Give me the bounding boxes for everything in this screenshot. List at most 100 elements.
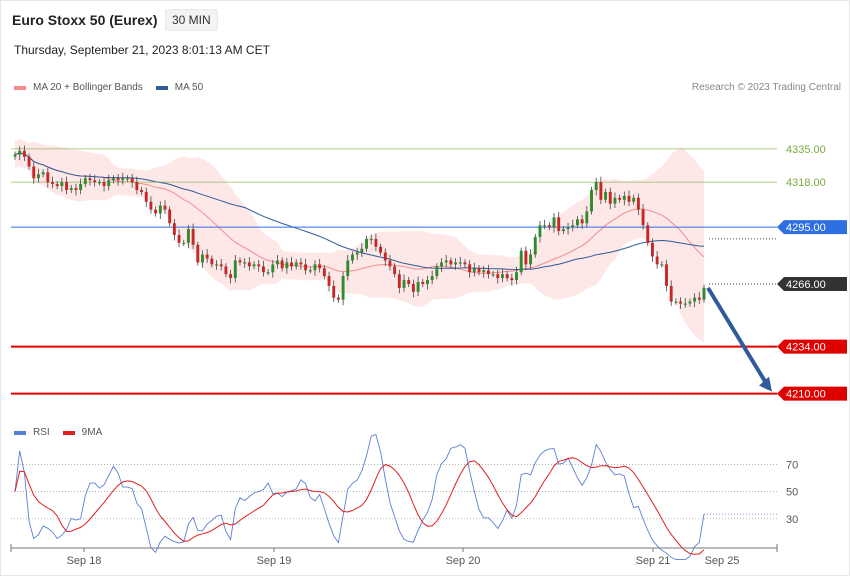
- candle-body: [501, 274, 504, 279]
- candle-body: [641, 209, 645, 226]
- candle-body: [168, 209, 172, 224]
- candle-body: [636, 197, 640, 210]
- candle-body: [22, 150, 26, 157]
- rsi-tick-30: 30: [786, 514, 798, 526]
- legend-label-ma50: MA 50: [174, 82, 204, 93]
- timeframe-badge[interactable]: 30 MIN: [165, 9, 218, 31]
- candle-body: [304, 264, 308, 271]
- candle-body: [594, 182, 598, 190]
- candle-body: [69, 188, 73, 190]
- candle-body: [126, 178, 129, 180]
- candle-body: [360, 248, 364, 253]
- candle-body: [327, 276, 331, 286]
- legend-swatch-ma20: [14, 85, 26, 90]
- candle-body: [36, 174, 40, 179]
- candle-body: [482, 270, 486, 273]
- candle-body: [505, 274, 509, 279]
- candle-body: [341, 276, 345, 300]
- candle-body: [97, 182, 101, 184]
- rsi-tick-70: 70: [786, 459, 798, 471]
- candle-body: [154, 209, 158, 214]
- candle-body: [65, 182, 69, 190]
- level-4266-00-tag: 4266.00: [777, 276, 847, 291]
- candle-body: [351, 254, 354, 261]
- level-4210-00-tag: 4210.00: [777, 386, 847, 401]
- candle-body: [41, 172, 45, 175]
- price-legend: MA 20 + Bollinger Bands MA 50: [14, 82, 216, 93]
- candle-body: [430, 276, 434, 281]
- x-tick-label: Sep 25: [705, 555, 740, 567]
- bollinger-fill: [15, 139, 704, 342]
- level-4295-00-tag-bg: [777, 220, 847, 235]
- candle-body: [660, 264, 664, 266]
- rsi-line: [14, 434, 705, 561]
- candle-body: [135, 182, 139, 190]
- candle-body: [515, 272, 518, 281]
- candle-body: [510, 278, 514, 281]
- rsi-9ma-line: [14, 457, 705, 555]
- candle-body: [186, 229, 190, 243]
- candle-body: [158, 205, 162, 214]
- candle-body: [463, 262, 467, 265]
- candle-body: [27, 156, 31, 167]
- candle-body: [346, 260, 350, 277]
- candle-body: [435, 266, 439, 277]
- candle-body: [313, 264, 317, 271]
- level-4234-00-label: 4234.00: [786, 342, 826, 354]
- legend-swatch-rsi: [14, 430, 26, 435]
- candle-body: [566, 227, 570, 230]
- candle-body: [261, 266, 265, 273]
- level-4234-00-tag: 4234.00: [777, 339, 847, 354]
- candle-body: [172, 223, 176, 236]
- level-4318-00-label: 4318.00: [786, 177, 826, 189]
- candle-body: [74, 188, 78, 190]
- candle-body: [608, 191, 612, 204]
- candle-body: [388, 260, 392, 267]
- candle-body: [468, 264, 472, 273]
- candle-body: [215, 264, 218, 266]
- candle-body: [440, 262, 443, 267]
- candle-body: [318, 264, 322, 269]
- candle-body: [285, 262, 289, 269]
- candle-body: [421, 281, 425, 284]
- level-4335-00-label: 4335.00: [786, 144, 826, 156]
- candle-body: [702, 287, 706, 300]
- legend-swatch-9ma: [62, 430, 75, 435]
- candle-body: [407, 280, 411, 284]
- candle-body: [379, 246, 383, 253]
- candle-body: [538, 225, 542, 237]
- candle-body: [322, 268, 326, 277]
- level-4295-00-label: 4295.00: [786, 222, 826, 234]
- ma50-line: [14, 152, 705, 271]
- candle-body: [336, 297, 340, 300]
- candle-body: [205, 254, 209, 259]
- candle-body: [547, 225, 551, 228]
- candle-body: [697, 297, 701, 300]
- candle-body: [543, 225, 547, 227]
- candle-body: [496, 274, 500, 279]
- candle-body: [88, 178, 92, 181]
- candle-body: [580, 219, 584, 224]
- candle-body: [552, 217, 556, 228]
- candle-body: [561, 229, 565, 232]
- page-title: Euro Stoxx 50 (Eurex): [12, 12, 158, 28]
- bollinger-band: [15, 139, 704, 342]
- candle-body: [599, 182, 603, 200]
- candles: [13, 145, 706, 310]
- candle-body: [402, 280, 406, 288]
- candle-body: [276, 260, 279, 265]
- candle-body: [102, 182, 106, 187]
- candle-body: [683, 303, 687, 305]
- level-4210-00-label: 4210.00: [786, 389, 826, 401]
- candle-body: [590, 189, 593, 212]
- candle-body: [196, 244, 200, 263]
- candle-body: [271, 264, 275, 273]
- candle-body: [575, 219, 579, 226]
- candle-body: [426, 280, 429, 284]
- legend-label-9ma: 9MA: [81, 427, 103, 438]
- candle-body: [182, 242, 186, 245]
- candle-body: [60, 182, 64, 187]
- candle-body: [83, 178, 87, 185]
- candle-body: [243, 262, 247, 264]
- x-tick-label: Sep 18: [67, 555, 102, 567]
